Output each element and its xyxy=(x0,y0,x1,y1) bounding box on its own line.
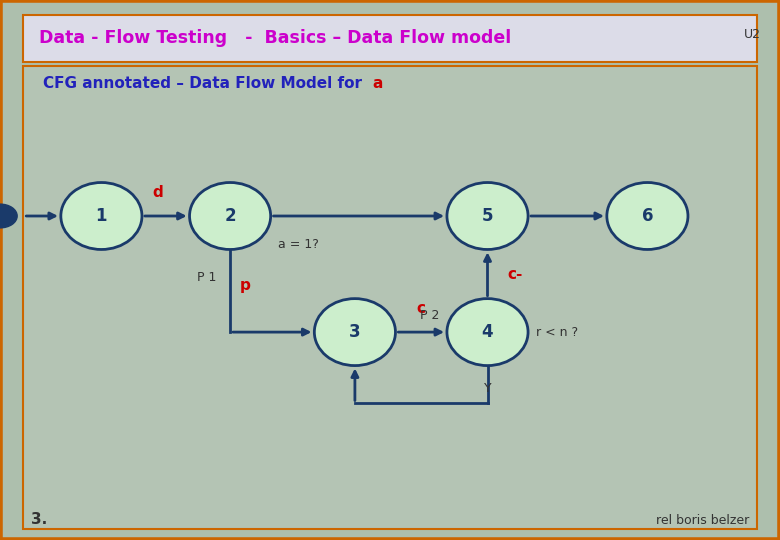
Ellipse shape xyxy=(61,183,142,249)
Text: c-: c- xyxy=(507,267,523,281)
Ellipse shape xyxy=(607,183,688,249)
Circle shape xyxy=(0,204,17,228)
Ellipse shape xyxy=(190,183,271,249)
Text: 3.: 3. xyxy=(31,511,48,526)
Text: P 2: P 2 xyxy=(420,309,439,322)
Text: d: d xyxy=(153,185,163,200)
Text: 5: 5 xyxy=(482,207,493,225)
Text: 1: 1 xyxy=(96,207,107,225)
Text: rel boris belzer: rel boris belzer xyxy=(655,514,749,526)
Ellipse shape xyxy=(314,299,395,366)
Text: a = 1?: a = 1? xyxy=(278,238,319,251)
Text: P 1: P 1 xyxy=(197,271,216,284)
Text: 4: 4 xyxy=(482,323,493,341)
Text: Data - Flow Testing   -  Basics – Data Flow model: Data - Flow Testing - Basics – Data Flow… xyxy=(39,29,511,48)
Text: Y: Y xyxy=(484,382,491,395)
Text: 2: 2 xyxy=(225,207,236,225)
Text: p: p xyxy=(239,278,250,293)
Text: 3: 3 xyxy=(349,323,360,341)
Text: a: a xyxy=(373,76,383,91)
Ellipse shape xyxy=(447,183,528,249)
FancyBboxPatch shape xyxy=(23,66,757,529)
Text: 6: 6 xyxy=(642,207,653,225)
Text: U2: U2 xyxy=(743,28,760,41)
Text: r < n ?: r < n ? xyxy=(536,326,578,339)
FancyBboxPatch shape xyxy=(23,15,757,62)
Text: CFG annotated – Data Flow Model for: CFG annotated – Data Flow Model for xyxy=(43,76,367,91)
Ellipse shape xyxy=(447,299,528,366)
Text: c: c xyxy=(417,301,426,316)
